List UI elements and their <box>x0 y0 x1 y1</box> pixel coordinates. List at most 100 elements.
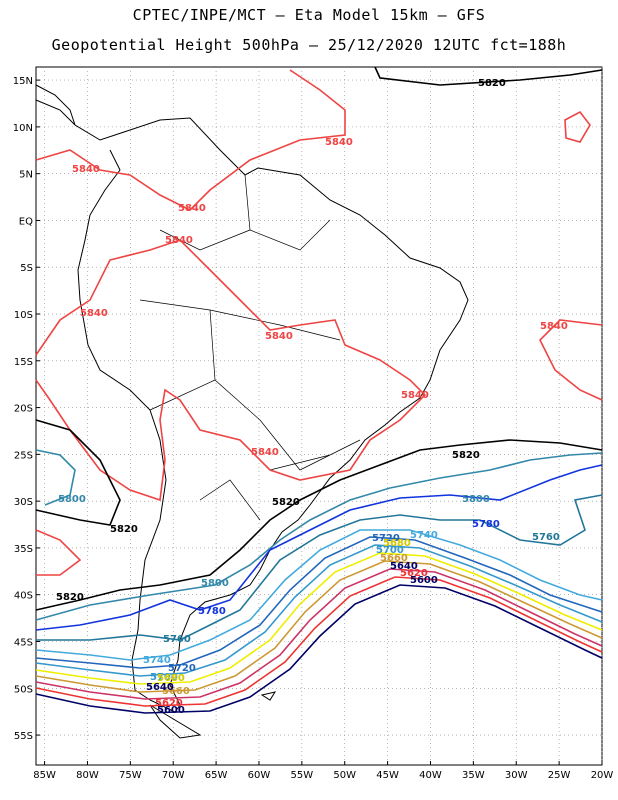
contour-5600 <box>35 584 603 714</box>
label-5700-b: 5700 <box>150 672 178 683</box>
latitude-labels: 15N 10N 5N EQ 5S 10S 15S 20S 25S 30S 35S 40S 45S 50S 5… <box>13 76 33 742</box>
contour-5840-ring <box>564 110 591 143</box>
contour-5820-main <box>35 419 603 611</box>
label-5840-g: 5840 <box>540 321 568 332</box>
contour-lines <box>35 66 603 714</box>
latitude-label: 35S <box>14 544 33 555</box>
latitude-label: 15S <box>14 357 33 368</box>
label-5700-a: 5700 <box>376 545 404 556</box>
label-5840-d: 5840 <box>165 235 193 246</box>
contour-5760 <box>36 494 603 641</box>
latitude-label: 20S <box>14 404 33 415</box>
label-5660-a: 5660 <box>380 553 408 564</box>
label-5840-h: 5840 <box>401 390 429 401</box>
label-5800-c: 5800 <box>201 578 229 589</box>
latitude-label: 30S <box>14 497 33 508</box>
contour-5660 <box>35 560 603 693</box>
label-5600-a: 5600 <box>410 575 438 586</box>
label-5640-b: 5640 <box>146 682 174 693</box>
coastline-south-america <box>35 99 469 713</box>
label-5600-b: 5600 <box>157 705 185 716</box>
longitude-labels: 85W 80W 75W 70W 65W 60W 55W 50W 45W 40W 35W 30W 25W 2… <box>33 770 613 781</box>
latitude-label: 10N <box>13 123 33 134</box>
label-5840-f: 5840 <box>265 331 293 342</box>
latitude-label: 5S <box>20 263 33 274</box>
contour-5680 <box>35 552 603 685</box>
longitude-label: 30W <box>505 770 528 781</box>
coastline-falklands <box>260 691 277 701</box>
map-frame <box>35 66 603 766</box>
contour-5640 <box>35 568 603 700</box>
label-5760-b: 5760 <box>163 634 191 645</box>
contour-5800-west <box>35 449 76 506</box>
label-5740-a: 5740 <box>410 530 438 541</box>
latitude-label: 5N <box>19 170 33 181</box>
contour-5840-main <box>35 239 427 502</box>
contour-5820-top <box>374 66 603 86</box>
map-title: CPTEC/INPE/MCT – Eta Model 15km – GFS <box>132 6 486 24</box>
label-5840-i: 5840 <box>251 447 279 458</box>
label-5840-b: 5840 <box>72 164 100 175</box>
label-5800-b: 5800 <box>462 494 490 505</box>
contour-5700 <box>35 544 603 677</box>
label-5640-a: 5640 <box>390 561 418 572</box>
label-5760-a: 5760 <box>532 532 560 543</box>
contour-5620 <box>35 576 603 707</box>
label-5680-b: 5680 <box>157 673 185 684</box>
longitude-label: 85W <box>33 770 56 781</box>
label-5820-sw: 5820 <box>56 592 84 603</box>
label-5720-a: 5720 <box>372 533 400 544</box>
latitude-label: 25S <box>14 450 33 461</box>
latitude-label: 10S <box>14 310 33 321</box>
latitude-label: 40S <box>14 591 33 602</box>
map-subtitle: Geopotential Height 500hPa – 25/12/2020 … <box>51 36 567 54</box>
contour-5840-north <box>35 69 346 211</box>
label-5800-a: 5800 <box>58 494 86 505</box>
coastline-central-america <box>35 84 76 126</box>
latitude-label: 55S <box>14 731 33 742</box>
longitude-label: 40W <box>419 770 442 781</box>
longitude-label: 35W <box>462 770 485 781</box>
label-5620-b: 5620 <box>155 698 183 709</box>
longitude-label: 75W <box>119 770 142 781</box>
contour-5720 <box>35 536 603 669</box>
contour-5740 <box>35 529 603 661</box>
label-5780-b: 5780 <box>198 606 226 617</box>
latitude-label: EQ <box>19 216 33 227</box>
longitude-label: 55W <box>291 770 314 781</box>
gridlines <box>36 67 603 765</box>
label-5780-a: 5780 <box>472 519 500 530</box>
longitude-label: 60W <box>248 770 271 781</box>
latitude-label: 15N <box>13 76 33 87</box>
contour-5840-east <box>539 319 603 401</box>
contour-5800-main <box>35 452 603 621</box>
longitude-label: 70W <box>162 770 185 781</box>
label-5660-b: 5660 <box>162 686 190 697</box>
label-5740-b: 5740 <box>143 655 171 666</box>
border-lines <box>139 174 361 521</box>
contour-5840-sw <box>35 529 82 576</box>
longitude-label: 20W <box>591 770 614 781</box>
label-5720-b: 5720 <box>168 663 196 674</box>
label-5840-e: 5840 <box>80 308 108 319</box>
latitude-label: 45S <box>14 637 33 648</box>
contour-5780 <box>35 464 603 631</box>
label-5820-top: 5820 <box>478 78 506 89</box>
contour-labels: 5820 5820 5820 5820 5820 5840 5840 5840 … <box>56 78 568 716</box>
longitude-label: 65W <box>205 770 228 781</box>
latitude-label: 50S <box>14 684 33 695</box>
label-5820-left: 5820 <box>110 524 138 535</box>
longitude-label: 25W <box>548 770 571 781</box>
label-5680-a: 5680 <box>383 538 411 549</box>
label-5840-c: 5840 <box>178 203 206 214</box>
label-5620-a: 5620 <box>400 568 428 579</box>
coastline-tierra-del-fuego <box>149 704 202 739</box>
label-5840-a: 5840 <box>325 137 353 148</box>
longitude-label: 45W <box>376 770 399 781</box>
longitude-label: 50W <box>333 770 356 781</box>
longitude-label: 80W <box>76 770 99 781</box>
axis-ticks <box>36 79 603 765</box>
label-5820-mid: 5820 <box>272 497 300 508</box>
label-5820-right: 5820 <box>452 450 480 461</box>
